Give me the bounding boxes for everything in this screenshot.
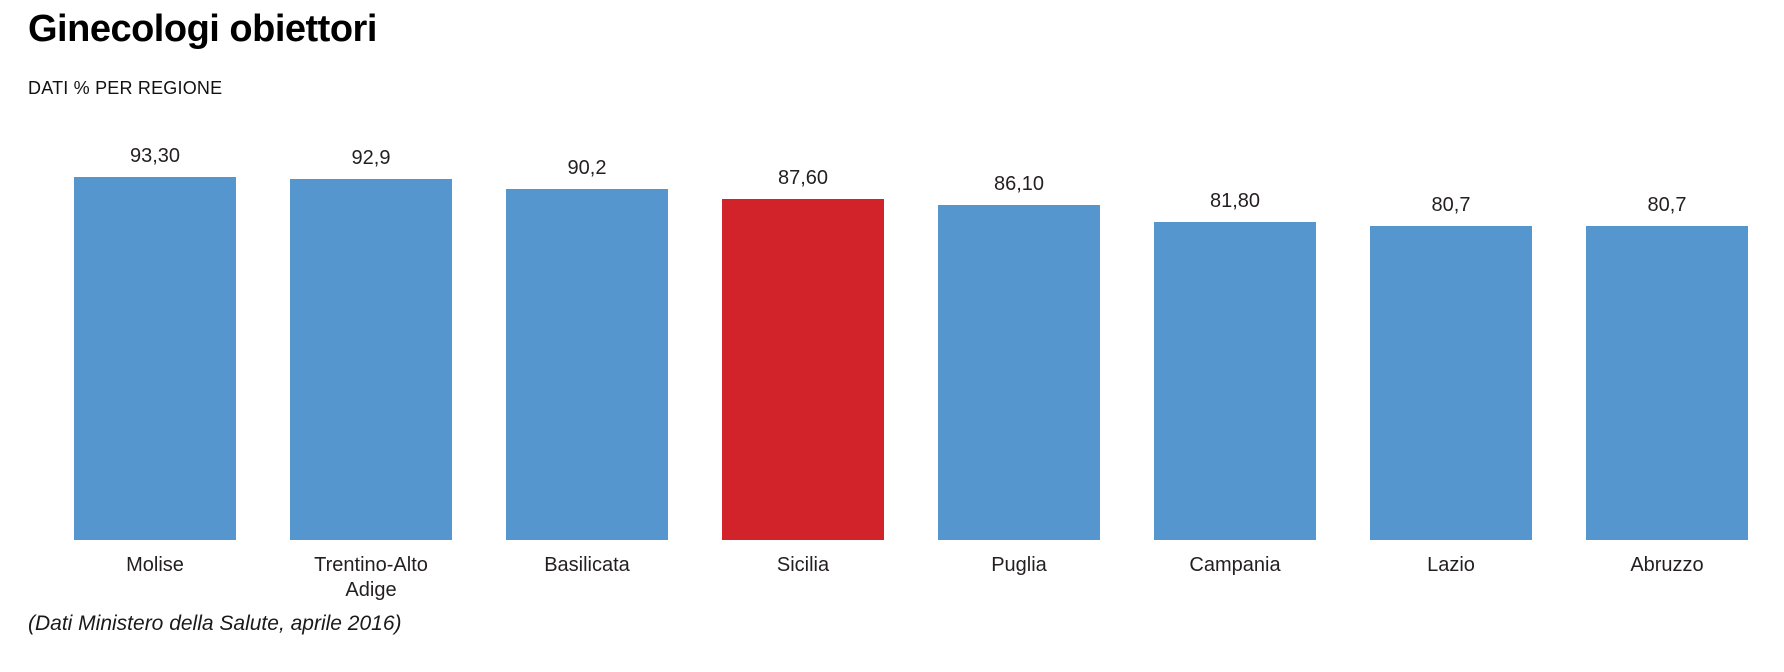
bar-value-label: 87,60 xyxy=(777,167,829,189)
bar-plot-area: 87,60 xyxy=(722,130,884,540)
category-label: Basilicata xyxy=(544,554,630,576)
chart-title: Ginecologi obiettori xyxy=(28,8,377,50)
chart-subtitle: DATI % PER REGIONE xyxy=(28,78,223,98)
bar-basilicata xyxy=(506,189,668,540)
bar-value-label: 81,80 xyxy=(1209,190,1261,212)
bar-value-label: 90,2 xyxy=(567,157,607,179)
bar-trentino-alto-adige xyxy=(290,179,452,540)
bar-value-label: 86,10 xyxy=(993,173,1045,195)
bar-group-campania: 81,80 Campania xyxy=(1154,130,1316,603)
bar-plot-area: 93,30 xyxy=(74,130,236,540)
bar-group-basilicata: 90,2 Basilicata xyxy=(506,130,668,603)
bar-group-sicilia: 87,60 Sicilia xyxy=(722,130,884,603)
bar-plot-area: 86,10 xyxy=(938,130,1100,540)
bar-group-puglia: 86,10 Puglia xyxy=(938,130,1100,603)
bar-plot-area: 81,80 xyxy=(1154,130,1316,540)
category-label: Abruzzo xyxy=(1630,554,1704,576)
category-label: Trentino-Alto Adige xyxy=(314,554,428,601)
source-note: (Dati Ministero della Salute, aprile 201… xyxy=(28,612,402,635)
category-label: Molise xyxy=(126,554,184,576)
category-label: Campania xyxy=(1189,554,1281,576)
bar-puglia xyxy=(938,205,1100,540)
bar-plot-area: 90,2 xyxy=(506,130,668,540)
bar-plot-area: 80,7 xyxy=(1370,130,1532,540)
bar-chart: 93,30 Molise 92,9 Trentino-Alto Adige 90,2 Ba… xyxy=(74,130,1748,603)
bar-group-trentino-alto-adige: 92,9 Trentino-Alto Adige xyxy=(290,130,452,603)
bar-group-molise: 93,30 Molise xyxy=(74,130,236,603)
bar-value-label: 92,9 xyxy=(351,147,391,169)
bar-molise xyxy=(74,177,236,540)
category-label: Lazio xyxy=(1427,554,1475,576)
bar-value-label: 93,30 xyxy=(129,145,181,167)
bar-value-label: 80,7 xyxy=(1431,194,1471,216)
bar-plot-area: 80,7 xyxy=(1586,130,1748,540)
bar-group-lazio: 80,7 Lazio xyxy=(1370,130,1532,603)
bar-group-abruzzo: 80,7 Abruzzo xyxy=(1586,130,1748,603)
bar-abruzzo xyxy=(1586,226,1748,540)
bar-sicilia xyxy=(722,199,884,540)
category-label: Puglia xyxy=(991,554,1047,576)
bar-lazio xyxy=(1370,226,1532,540)
bar-value-label: 80,7 xyxy=(1647,194,1687,216)
bar-campania xyxy=(1154,222,1316,540)
category-label: Sicilia xyxy=(776,554,830,576)
bar-plot-area: 92,9 xyxy=(290,130,452,540)
